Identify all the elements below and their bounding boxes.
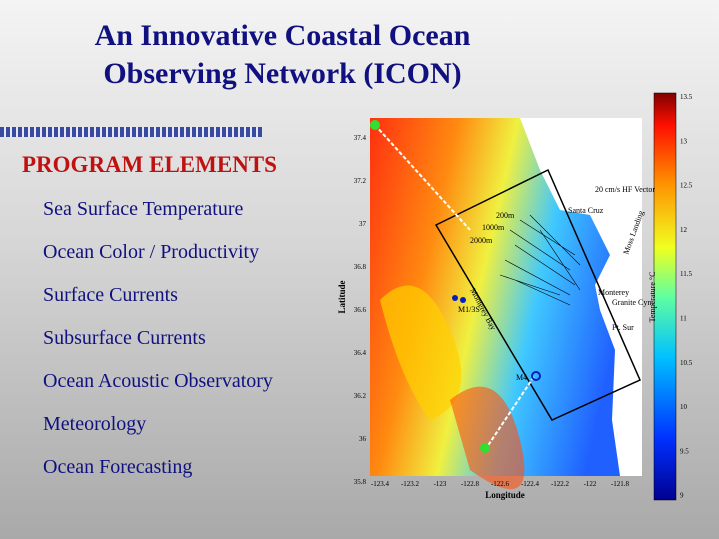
colorbar-tick: 10.5 xyxy=(680,359,693,367)
map-label: 1000m xyxy=(482,223,505,232)
colorbar-label: Temperature °C xyxy=(648,272,657,323)
lat-tick: 36.2 xyxy=(354,392,367,400)
map-label: Granite Cyn. xyxy=(612,298,653,307)
axis-label: Latitude xyxy=(337,280,347,313)
sst-patch xyxy=(380,285,462,420)
list-item: Sea Surface Temperature xyxy=(43,198,244,220)
map-label: Pt. Sur xyxy=(612,323,634,332)
title-line: An Innovative Coastal Ocean xyxy=(94,19,471,52)
lon-tick: -122 xyxy=(584,480,597,488)
map-label: 20 cm/s HF Vector xyxy=(595,185,655,194)
current-vectors xyxy=(499,214,581,306)
lon-tick: -122.4 xyxy=(521,480,540,488)
list-item: Ocean Forecasting xyxy=(43,456,193,478)
mooring-marker xyxy=(531,371,541,381)
lon-tick: -122.8 xyxy=(461,480,480,488)
cable-line xyxy=(484,374,536,451)
colorbar-tick: 9 xyxy=(680,492,684,500)
site-marker xyxy=(370,120,380,130)
map-label: M4 xyxy=(516,373,527,382)
colorbar-tick: 11 xyxy=(680,315,687,323)
lon-tick: -121.8 xyxy=(611,480,630,488)
lon-tick: -123.2 xyxy=(401,480,420,488)
sst-patch xyxy=(450,386,525,490)
lon-tick: -122.2 xyxy=(551,480,570,488)
list-item: Meteorology xyxy=(43,413,147,435)
colorbar xyxy=(653,92,677,501)
site-marker xyxy=(480,443,490,453)
title-line: Observing Network (ICON) xyxy=(103,57,462,90)
list-item: Surface Currents xyxy=(43,284,178,306)
colorbar-tick: 9.5 xyxy=(680,447,689,455)
map-label: Monterey xyxy=(598,288,629,297)
lat-tick: 37.2 xyxy=(354,177,367,185)
lat-tick: 37.4 xyxy=(354,134,367,142)
colorbar-tick: 13.5 xyxy=(680,93,693,101)
lon-tick: -123 xyxy=(434,480,447,488)
lat-tick: 36.8 xyxy=(354,263,367,271)
colorbar-tick: 10 xyxy=(680,403,688,411)
lat-tick: 36 xyxy=(359,435,367,443)
colorbar-tick: 12.5 xyxy=(680,182,693,190)
lat-tick: 35.8 xyxy=(354,478,367,486)
mooring-marker xyxy=(452,295,458,301)
land xyxy=(520,118,642,476)
cable-line xyxy=(374,124,471,231)
decor-stripe xyxy=(0,127,262,137)
lat-tick: 36.4 xyxy=(354,349,367,357)
map-label: 200m xyxy=(496,211,515,220)
colorbar-tick: 13 xyxy=(680,137,688,145)
lon-tick: -122.6 xyxy=(491,480,510,488)
map-label: M1/3S xyxy=(458,305,480,314)
section-heading: PROGRAM ELEMENTS xyxy=(22,152,277,177)
list-item: Ocean Acoustic Observatory xyxy=(43,370,273,392)
colorbar-tick: 12 xyxy=(680,226,688,234)
lat-tick: 37 xyxy=(359,220,367,228)
lon-tick: -123.4 xyxy=(371,480,390,488)
lat-tick: 36.6 xyxy=(354,306,367,314)
colorbar-tick: 11.5 xyxy=(680,270,692,278)
axis-label: Longitude xyxy=(485,490,525,500)
map-label: 2000m xyxy=(470,236,493,245)
list-item: Ocean Color / Productivity xyxy=(43,241,260,263)
map-label: Santa Cruz xyxy=(568,206,604,215)
mooring-marker xyxy=(460,297,466,303)
study-box xyxy=(434,168,641,421)
list-item: Subsurface Currents xyxy=(43,327,206,349)
